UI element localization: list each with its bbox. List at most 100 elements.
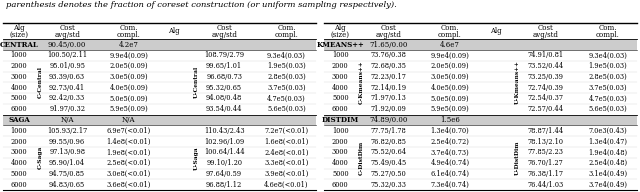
- Text: 75.52/0.64: 75.52/0.64: [371, 148, 406, 156]
- Text: U-Saga: U-Saga: [193, 146, 198, 170]
- Text: 1000: 1000: [332, 127, 349, 135]
- Text: 5000: 5000: [11, 170, 28, 178]
- Text: 2000: 2000: [11, 138, 28, 146]
- Text: 5000: 5000: [332, 94, 349, 103]
- Text: 5.6e5(0.03): 5.6e5(0.03): [588, 105, 627, 113]
- Text: 75.27/0.50: 75.27/0.50: [371, 170, 406, 178]
- Text: C-Kmeans++: C-Kmeans++: [358, 60, 364, 104]
- Text: 2.0e5(0.09): 2.0e5(0.09): [431, 62, 469, 70]
- Text: (size): (size): [331, 31, 350, 39]
- Text: 72.57/0.44: 72.57/0.44: [527, 105, 563, 113]
- Text: 95.90/1.04: 95.90/1.04: [49, 159, 85, 167]
- Text: 74.91/0.81: 74.91/0.81: [527, 51, 563, 59]
- Text: 1000: 1000: [11, 127, 28, 135]
- Text: 73.25/0.39: 73.25/0.39: [527, 73, 563, 81]
- Text: 4.0e5(0.09): 4.0e5(0.09): [109, 84, 148, 92]
- Text: Cost: Cost: [60, 24, 75, 31]
- Text: 76.44/1.03: 76.44/1.03: [527, 181, 564, 189]
- Text: Alg: Alg: [490, 27, 501, 35]
- Text: 9.9e4(0.09): 9.9e4(0.09): [431, 51, 469, 59]
- Text: 4.7e5(0.03): 4.7e5(0.03): [267, 94, 306, 103]
- Text: parenthesis denotes the fraction of coreset construction (or uniform sampling re: parenthesis denotes the fraction of core…: [6, 1, 397, 9]
- Text: 2.5e8(<0.01): 2.5e8(<0.01): [106, 159, 151, 167]
- Text: 3.7e4(0.49): 3.7e4(0.49): [588, 181, 627, 189]
- Text: 95.01/0.95: 95.01/0.95: [49, 62, 85, 70]
- Text: 4.0e5(0.09): 4.0e5(0.09): [431, 84, 469, 92]
- Text: avg/std: avg/std: [532, 31, 558, 39]
- Text: 73.76/0.38: 73.76/0.38: [371, 51, 406, 59]
- Text: 6000: 6000: [11, 105, 28, 113]
- Text: 110.43/2.43: 110.43/2.43: [204, 127, 244, 135]
- Text: 71.92/0.09: 71.92/0.09: [371, 105, 406, 113]
- Text: 72.68/0.35: 72.68/0.35: [371, 62, 406, 70]
- Text: Alg: Alg: [13, 24, 25, 31]
- Text: avg/std: avg/std: [376, 31, 401, 39]
- Text: Com.: Com.: [120, 24, 138, 31]
- Text: 77.75/1.78: 77.75/1.78: [371, 127, 406, 135]
- Text: U-Kmeans++: U-Kmeans++: [515, 60, 520, 104]
- Text: 1.6e8(<0.01): 1.6e8(<0.01): [264, 138, 308, 146]
- Text: 71.97/0.13: 71.97/0.13: [371, 94, 406, 103]
- Text: 9.9e4(0.09): 9.9e4(0.09): [109, 51, 148, 59]
- Text: 2.0e5(0.09): 2.0e5(0.09): [109, 62, 148, 70]
- Text: 6.9e7(<0.01): 6.9e7(<0.01): [106, 127, 151, 135]
- Text: 97.64/0.59: 97.64/0.59: [206, 170, 242, 178]
- Text: 1.9e5(0.03): 1.9e5(0.03): [267, 62, 306, 70]
- Text: U-DistDim: U-DistDim: [515, 141, 520, 175]
- Text: 3.0e8(<0.01): 3.0e8(<0.01): [106, 170, 151, 178]
- Text: 72.23/0.17: 72.23/0.17: [371, 73, 406, 81]
- Text: 4.2e7: 4.2e7: [118, 41, 139, 49]
- Text: 1.9e4(0.48): 1.9e4(0.48): [588, 148, 627, 156]
- Text: compl.: compl.: [596, 31, 620, 39]
- Text: Cost: Cost: [381, 24, 396, 31]
- Text: N/A: N/A: [122, 116, 136, 124]
- Text: 96.68/0.73: 96.68/0.73: [206, 73, 242, 81]
- Text: 1.9e5(0.03): 1.9e5(0.03): [588, 62, 627, 70]
- Text: 4000: 4000: [11, 159, 28, 167]
- Text: 75.32/0.33: 75.32/0.33: [371, 181, 406, 189]
- Text: Com.: Com.: [277, 24, 296, 31]
- Text: 2.8e5(0.03): 2.8e5(0.03): [588, 73, 627, 81]
- Text: 4.6e7: 4.6e7: [440, 41, 460, 49]
- Text: 4.9e4(0.74): 4.9e4(0.74): [430, 159, 470, 167]
- Text: C-Saga: C-Saga: [37, 146, 42, 169]
- Text: 5000: 5000: [11, 94, 28, 103]
- Text: Cost: Cost: [538, 24, 554, 31]
- Text: 3.7e5(0.03): 3.7e5(0.03): [588, 84, 627, 92]
- Text: 74.89/0.00: 74.89/0.00: [369, 116, 408, 124]
- Text: KMEANS++: KMEANS++: [316, 41, 364, 49]
- Text: avg/std: avg/std: [211, 31, 237, 39]
- Text: 94.08/0.48: 94.08/0.48: [206, 94, 243, 103]
- Text: 75.49/0.45: 75.49/0.45: [371, 159, 406, 167]
- Text: 2000: 2000: [332, 138, 349, 146]
- Text: 3.6e8(<0.01): 3.6e8(<0.01): [106, 181, 151, 189]
- Text: 72.74/0.39: 72.74/0.39: [527, 84, 563, 92]
- Text: 4.7e5(0.03): 4.7e5(0.03): [588, 94, 627, 103]
- Text: 97.13/0.98: 97.13/0.98: [49, 148, 85, 156]
- Text: 1.4e8(<0.01): 1.4e8(<0.01): [106, 138, 151, 146]
- Text: 94.75/0.85: 94.75/0.85: [49, 170, 85, 178]
- Text: 99.65/1.01: 99.65/1.01: [206, 62, 242, 70]
- Text: 2000: 2000: [332, 62, 349, 70]
- Text: 92.73/0.41: 92.73/0.41: [49, 84, 85, 92]
- Text: 5.6e5(0.03): 5.6e5(0.03): [267, 105, 306, 113]
- Text: 76.70/1.27: 76.70/1.27: [527, 159, 563, 167]
- Text: 73.52/0.44: 73.52/0.44: [527, 62, 564, 70]
- Text: compl.: compl.: [116, 31, 141, 39]
- Text: 4.6e8(<0.01): 4.6e8(<0.01): [264, 181, 308, 189]
- Text: 100.64/1.44: 100.64/1.44: [204, 148, 244, 156]
- Text: 2000: 2000: [11, 62, 28, 70]
- Text: 102.96/1.09: 102.96/1.09: [204, 138, 244, 146]
- Text: 7.3e4(0.74): 7.3e4(0.74): [431, 181, 469, 189]
- Text: 7.2e7(<0.01): 7.2e7(<0.01): [264, 127, 308, 135]
- Text: 96.88/1.12: 96.88/1.12: [206, 181, 243, 189]
- Text: Com.: Com.: [441, 24, 459, 31]
- Text: C-DistDim: C-DistDim: [358, 141, 364, 175]
- Text: 100.50/2.11: 100.50/2.11: [47, 51, 87, 59]
- Text: CENTRAL: CENTRAL: [0, 41, 38, 49]
- Text: Alg: Alg: [168, 27, 180, 35]
- Text: 92.42/0.33: 92.42/0.33: [49, 94, 85, 103]
- Text: 93.54/0.44: 93.54/0.44: [206, 105, 243, 113]
- Text: 94.83/0.65: 94.83/0.65: [49, 181, 85, 189]
- Text: 6000: 6000: [11, 181, 28, 189]
